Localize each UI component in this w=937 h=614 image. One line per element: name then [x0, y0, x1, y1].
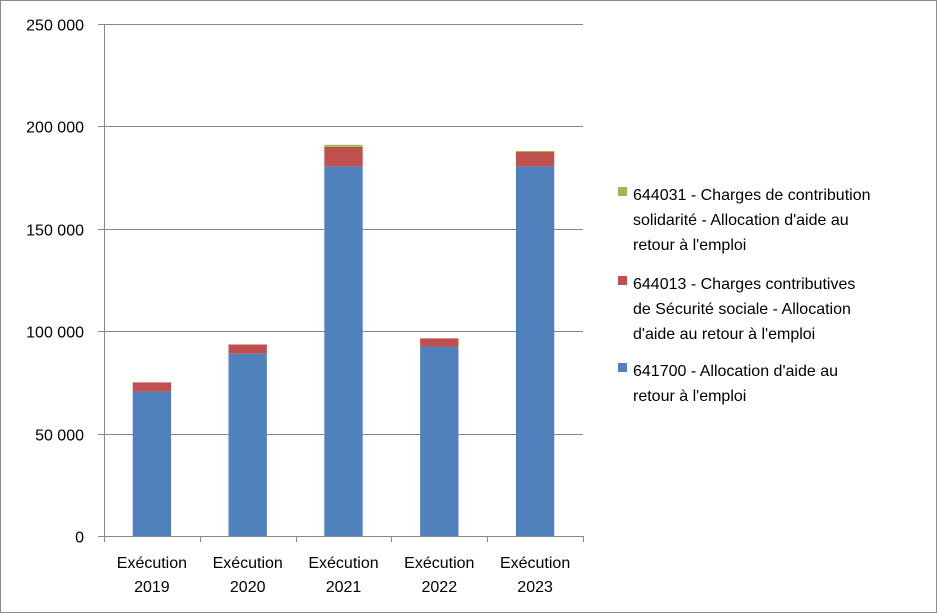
bar-segment — [324, 144, 363, 147]
bar-segment — [420, 338, 459, 347]
y-tick-label: 100 000 — [26, 325, 84, 342]
legend-entry-label: 644031 - Charges de contribution — [633, 187, 871, 204]
bar-segment — [132, 382, 172, 392]
y-tick-label: 200 000 — [26, 120, 84, 137]
bar-segment — [515, 150, 555, 152]
bar-segment — [324, 146, 363, 167]
bar-segment — [228, 344, 267, 354]
x-axis-category-labels: Exécution 2019 Exécution 2020 Exécution 2021 E… — [117, 555, 570, 596]
legend-entry-label: retour à l'emploi — [633, 237, 746, 254]
bar-segment — [515, 152, 555, 167]
x-category-label: 2022 — [422, 579, 458, 596]
legend-entry-label: solidarité - Allocation d'aide au — [633, 212, 849, 229]
x-category-label: 2020 — [230, 579, 266, 596]
legend: 644031 - Charges de contribution solidari… — [618, 187, 871, 405]
x-category-label: Exécution — [213, 555, 283, 572]
y-tick-label: 250 000 — [26, 18, 84, 35]
axes — [98, 24, 584, 542]
x-category-label: 2023 — [517, 579, 553, 596]
x-category-label: Exécution — [500, 555, 570, 572]
legend-entry-label: 641700 - Allocation d'aide au — [633, 363, 838, 380]
bar-segment — [515, 166, 555, 536]
bar-segment — [228, 353, 267, 536]
legend-entry-label: de Sécurité sociale - Allocation — [633, 301, 851, 318]
legend-swatch — [618, 276, 627, 285]
x-category-label: 2019 — [134, 579, 170, 596]
x-category-label: Exécution — [404, 555, 474, 572]
x-category-label: 2021 — [326, 579, 362, 596]
x-category-label: Exécution — [117, 555, 187, 572]
bar-segment — [132, 391, 172, 536]
legend-swatch — [618, 187, 627, 196]
y-tick-label: 0 — [75, 530, 84, 547]
y-tick-label: 150 000 — [26, 223, 84, 240]
bars — [132, 144, 555, 536]
legend-swatch — [618, 363, 627, 372]
legend-entry-label: 644013 - Charges contributives — [633, 276, 855, 293]
legend-entry-label: retour à l'emploi — [633, 388, 746, 405]
bar-segment — [324, 166, 363, 536]
bar-segment — [420, 346, 459, 536]
x-category-label: Exécution — [308, 555, 378, 572]
y-axis-tick-labels: 0 50 000 100 000 150 000 200 000 250 000 — [26, 18, 84, 547]
y-tick-label: 50 000 — [35, 428, 84, 445]
legend-entry-label: d'aide au retour à l'emploi — [633, 326, 815, 343]
